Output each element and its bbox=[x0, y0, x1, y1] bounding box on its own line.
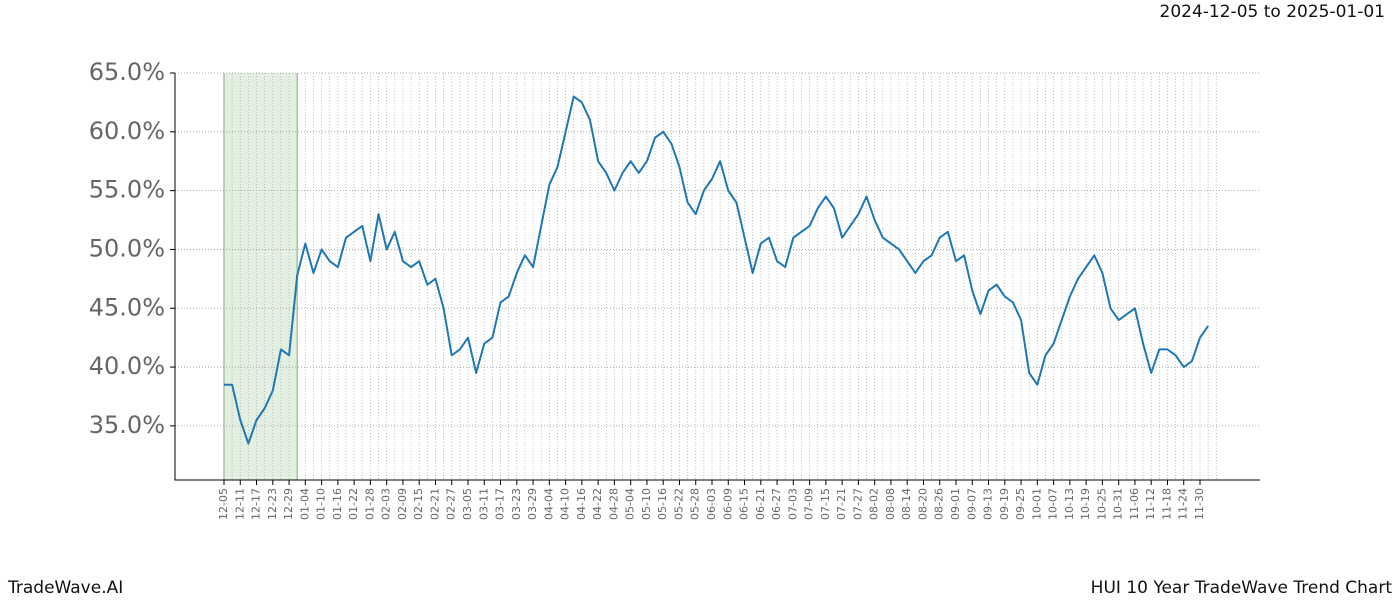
axis-frame bbox=[174, 73, 1260, 481]
x-tick-label: 11-18 bbox=[1160, 488, 1173, 520]
x-tick-label: 09-07 bbox=[965, 488, 978, 520]
x-tick-label: 01-28 bbox=[363, 488, 376, 520]
x-tick-label: 08-08 bbox=[884, 488, 897, 520]
x-tick-label: 06-09 bbox=[721, 488, 734, 520]
x-tick-label: 11-24 bbox=[1177, 488, 1190, 520]
y-tick-label: 40.0% bbox=[89, 352, 165, 380]
x-tick-label: 07-15 bbox=[819, 488, 832, 520]
x-tick-label: 10-07 bbox=[1047, 488, 1060, 520]
y-tick-label: 55.0% bbox=[89, 176, 165, 204]
y-tick-label: 65.0% bbox=[89, 58, 165, 86]
x-tick-label: 04-04 bbox=[542, 488, 555, 520]
trend-line bbox=[224, 95, 1209, 445]
y-tick-label: 50.0% bbox=[89, 234, 165, 262]
x-tick-label: 02-21 bbox=[428, 488, 441, 520]
x-tick-label: 02-27 bbox=[445, 488, 458, 520]
x-tick-label: 05-22 bbox=[672, 488, 685, 520]
x-tick-label: 09-25 bbox=[1014, 488, 1027, 520]
x-tick-label: 06-15 bbox=[738, 488, 751, 520]
highlight-region bbox=[224, 73, 298, 480]
x-tick-label: 07-03 bbox=[786, 488, 799, 520]
x-tick-label: 09-19 bbox=[998, 488, 1011, 520]
x-tick-label: 08-20 bbox=[916, 488, 929, 520]
x-tick-label: 05-10 bbox=[640, 488, 653, 520]
x-tick-label: 10-13 bbox=[1063, 488, 1076, 520]
x-tick-label: 07-21 bbox=[835, 488, 848, 520]
footer-right: HUI 10 Year TradeWave Trend Chart bbox=[1091, 578, 1393, 598]
y-tick-label: 35.0% bbox=[89, 411, 165, 439]
x-tick-label: 02-15 bbox=[412, 488, 425, 520]
x-tick-label: 08-26 bbox=[933, 488, 946, 520]
x-tick-label: 06-27 bbox=[770, 488, 783, 520]
x-tick-label: 06-03 bbox=[705, 488, 718, 520]
x-tick-label: 03-17 bbox=[494, 488, 507, 520]
y-tick-label: 45.0% bbox=[89, 293, 165, 321]
x-tick-label: 07-09 bbox=[803, 488, 816, 520]
x-tick-label: 05-28 bbox=[689, 488, 702, 520]
x-tick-label: 10-19 bbox=[1079, 488, 1092, 520]
x-tick-label: 04-28 bbox=[607, 488, 620, 520]
x-tick-label: 12-05 bbox=[217, 488, 230, 520]
x-tick-label: 12-11 bbox=[233, 488, 246, 520]
x-tick-label: 03-29 bbox=[526, 488, 539, 520]
x-tick-label: 06-21 bbox=[754, 488, 767, 520]
footer-left: TradeWave.AI bbox=[7, 578, 123, 598]
x-tick-label: 01-10 bbox=[315, 488, 328, 520]
x-tick-label: 03-05 bbox=[461, 488, 474, 520]
x-tick-label: 04-22 bbox=[591, 488, 604, 520]
x-tick-label: 09-13 bbox=[982, 488, 995, 520]
x-tick-label: 03-23 bbox=[510, 488, 523, 520]
x-tick-label: 12-29 bbox=[282, 488, 295, 520]
x-tick-label: 11-12 bbox=[1144, 488, 1157, 520]
x-tick-label: 08-14 bbox=[900, 488, 913, 520]
date-range: 2024-12-05 to 2025-01-01 bbox=[1160, 2, 1385, 22]
x-tick-label: 12-17 bbox=[250, 488, 263, 520]
x-tick-label: 02-03 bbox=[380, 488, 393, 520]
x-tick-label: 11-30 bbox=[1193, 488, 1206, 520]
x-tick-label: 07-27 bbox=[851, 488, 864, 520]
x-tick-label: 05-16 bbox=[656, 488, 669, 520]
x-tick-label: 10-25 bbox=[1095, 488, 1108, 520]
x-tick-label: 09-01 bbox=[949, 488, 962, 520]
x-tick-label: 12-23 bbox=[266, 488, 279, 520]
x-tick-label: 04-10 bbox=[559, 488, 572, 520]
x-tick-label: 05-04 bbox=[624, 488, 637, 520]
x-tick-label: 02-09 bbox=[396, 488, 409, 520]
x-tick-label: 04-16 bbox=[575, 488, 588, 520]
x-tick-label: 01-22 bbox=[347, 488, 360, 520]
y-tick-label: 60.0% bbox=[89, 117, 165, 145]
x-tick-label: 11-06 bbox=[1128, 488, 1141, 520]
x-tick-label: 10-31 bbox=[1112, 488, 1125, 520]
x-tick-label: 08-02 bbox=[868, 488, 881, 520]
x-tick-label: 01-04 bbox=[298, 488, 311, 520]
x-tick-label: 01-16 bbox=[331, 488, 344, 520]
x-tick-label: 10-01 bbox=[1030, 488, 1043, 520]
x-tick-label: 03-11 bbox=[477, 488, 490, 520]
